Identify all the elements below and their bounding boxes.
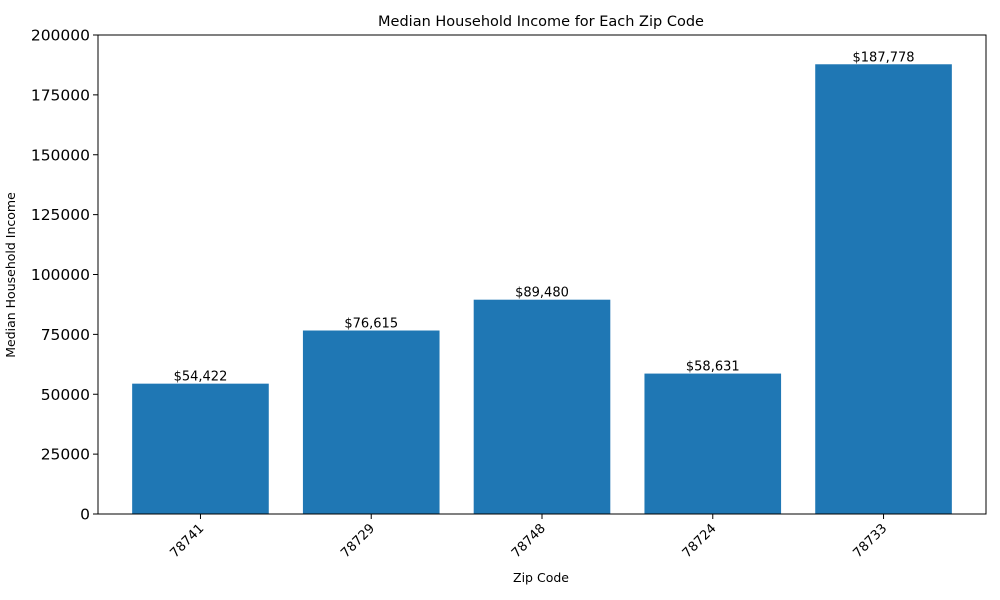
y-tick-label: 175000 bbox=[31, 86, 90, 104]
data-label: $187,778 bbox=[853, 50, 915, 65]
chart-title: Median Household Income for Each Zip Cod… bbox=[378, 14, 704, 30]
bar bbox=[815, 64, 952, 514]
y-tick-label: 200000 bbox=[31, 27, 90, 45]
y-tick-label: 50000 bbox=[41, 386, 90, 404]
x-tick-label: 78729 bbox=[338, 521, 378, 561]
bar bbox=[473, 299, 611, 514]
x-tick-label: 78724 bbox=[680, 521, 720, 561]
x-tick-label: 78733 bbox=[851, 521, 891, 561]
y-tick-label: 150000 bbox=[31, 146, 90, 164]
y-tick-label: 125000 bbox=[31, 206, 90, 224]
y-tick-label: 0 bbox=[80, 506, 90, 524]
x-tick-label: 78741 bbox=[167, 521, 207, 561]
y-tick-label: 100000 bbox=[31, 266, 90, 284]
y-tick-label: 75000 bbox=[41, 326, 90, 344]
data-label: $58,631 bbox=[686, 360, 740, 375]
data-label: $54,422 bbox=[174, 370, 228, 385]
y-axis-label: Median Household Income bbox=[3, 192, 18, 358]
x-axis-label: Zip Code bbox=[513, 570, 569, 585]
x-tick-label: 78748 bbox=[509, 521, 549, 561]
data-label: $76,615 bbox=[344, 317, 398, 332]
bar bbox=[644, 373, 782, 514]
axes-frame bbox=[97, 34, 987, 515]
bar bbox=[132, 383, 269, 514]
y-tick-label: 25000 bbox=[41, 446, 90, 464]
bar bbox=[302, 330, 440, 514]
data-label: $89,480 bbox=[515, 286, 569, 301]
plot-area: $54,422 78741 $76,615 78729 $89,480 78748 $58,… bbox=[31, 27, 987, 561]
